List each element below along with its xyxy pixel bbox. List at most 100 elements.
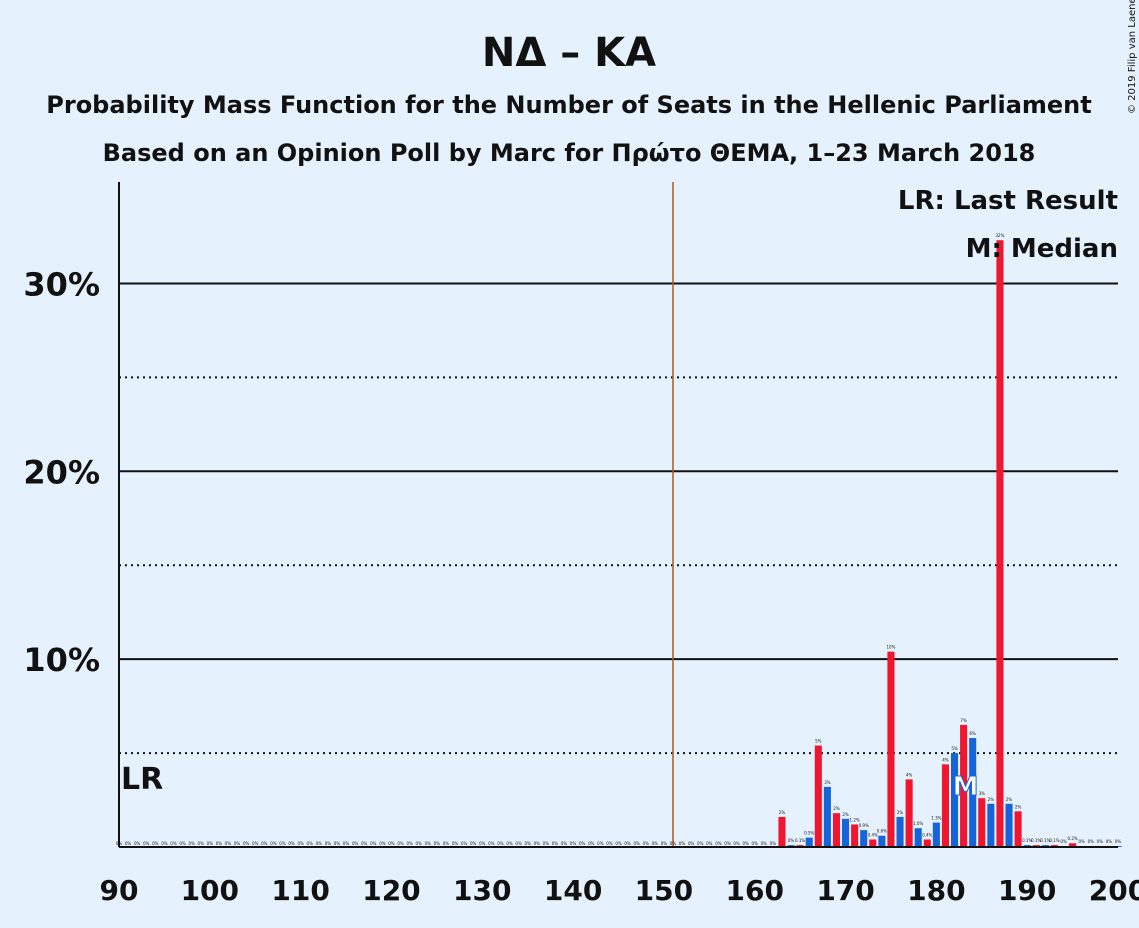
data-label-148: 0% bbox=[643, 841, 650, 846]
data-label-191: 0.1% bbox=[1031, 838, 1041, 843]
data-label-200: 0% bbox=[1115, 839, 1122, 844]
x-tick-label-130: 130 bbox=[453, 874, 511, 907]
bar-186 bbox=[987, 803, 995, 847]
data-label-166: 0.5% bbox=[804, 831, 814, 836]
data-label-111: 0% bbox=[307, 841, 314, 846]
data-label-132: 0% bbox=[497, 841, 504, 846]
bar-167 bbox=[814, 745, 822, 847]
data-label-139: 0% bbox=[561, 841, 568, 846]
x-tick-label-120: 120 bbox=[362, 874, 420, 907]
data-label-135: 0% bbox=[525, 841, 532, 846]
data-label-164: 0% bbox=[788, 838, 795, 843]
data-label-96: 0% bbox=[170, 841, 177, 846]
data-label-115: 0% bbox=[343, 841, 350, 846]
bar-178 bbox=[914, 828, 922, 847]
data-label-168: 3% bbox=[824, 780, 831, 785]
data-label-120: 0% bbox=[388, 841, 395, 846]
bar-195 bbox=[1069, 843, 1077, 847]
x-tick-label-150: 150 bbox=[635, 874, 693, 907]
copyright-text: © 2019 Filip van Laenen bbox=[1127, 0, 1138, 114]
data-label-95: 0% bbox=[161, 841, 168, 846]
bar-183 bbox=[960, 724, 968, 847]
bar-179 bbox=[923, 839, 931, 847]
data-label-102: 0% bbox=[225, 841, 232, 846]
data-label-98: 0% bbox=[188, 841, 195, 846]
data-label-119: 0% bbox=[379, 841, 386, 846]
data-label-163: 2% bbox=[779, 810, 786, 815]
y-tick-label-10: 10% bbox=[23, 641, 100, 679]
x-tick-label-170: 170 bbox=[816, 874, 874, 907]
data-label-104: 0% bbox=[243, 841, 250, 846]
bar-173 bbox=[869, 839, 877, 847]
data-label-144: 0% bbox=[606, 841, 613, 846]
bar-168 bbox=[823, 786, 831, 847]
data-label-151: 0% bbox=[670, 841, 677, 846]
data-label-169: 2% bbox=[833, 806, 840, 811]
data-label-94: 0% bbox=[152, 841, 159, 846]
data-label-198: 0% bbox=[1097, 839, 1104, 844]
data-label-183: 7% bbox=[960, 718, 967, 723]
y-tick-label-20: 20% bbox=[23, 453, 100, 491]
data-label-127: 0% bbox=[452, 841, 459, 846]
data-label-149: 0% bbox=[652, 841, 659, 846]
data-label-147: 0% bbox=[633, 841, 640, 846]
data-label-146: 0% bbox=[624, 841, 631, 846]
data-label-114: 0% bbox=[334, 841, 341, 846]
data-label-155: 0% bbox=[706, 841, 713, 846]
bar-181 bbox=[941, 764, 949, 847]
data-label-180: 1.3% bbox=[931, 816, 941, 821]
data-label-123: 0% bbox=[416, 841, 423, 846]
last-result-marker: LR bbox=[121, 762, 163, 797]
data-label-160: 0% bbox=[752, 841, 759, 846]
legend-median: M: Median bbox=[966, 234, 1118, 264]
data-label-199: 0% bbox=[1106, 839, 1113, 844]
data-label-105: 0% bbox=[252, 841, 259, 846]
data-label-125: 0% bbox=[434, 841, 441, 846]
data-label-131: 0% bbox=[488, 841, 495, 846]
data-label-143: 0% bbox=[597, 841, 604, 846]
data-label-156: 0% bbox=[715, 841, 722, 846]
data-label-189: 2% bbox=[1015, 804, 1022, 809]
data-label-171: 1.2% bbox=[850, 817, 860, 822]
data-label-182: 5% bbox=[951, 746, 958, 751]
data-label-192: 0.1% bbox=[1040, 838, 1050, 843]
data-label-196: 0% bbox=[1078, 839, 1085, 844]
data-label-150: 0% bbox=[661, 841, 668, 846]
data-label-133: 0% bbox=[506, 841, 513, 846]
bar-182 bbox=[950, 753, 959, 847]
data-label-186: 2% bbox=[988, 797, 995, 802]
bar-187 bbox=[996, 240, 1004, 847]
data-label-103: 0% bbox=[234, 841, 241, 846]
data-label-99: 0% bbox=[198, 841, 205, 846]
data-label-173: 0.4% bbox=[868, 832, 878, 837]
x-tick-label-90: 90 bbox=[100, 874, 139, 907]
x-tick-label-200: 200 bbox=[1089, 874, 1139, 907]
x-tick-label-180: 180 bbox=[907, 874, 965, 907]
data-label-92: 0% bbox=[134, 841, 141, 846]
data-label-167: 5% bbox=[815, 739, 822, 744]
y-tick-label-30: 30% bbox=[23, 265, 100, 303]
data-labels: 0% 0% 0% 0% 0% 0% 0% 0% 0% 0% 0% 0% 0% 0% 0% 0% 0% 0% 0% 0%… bbox=[116, 233, 1122, 846]
data-label-91: 0% bbox=[125, 841, 132, 846]
data-label-172: 0.9% bbox=[859, 823, 869, 828]
data-label-128: 0% bbox=[461, 841, 468, 846]
data-label-126: 0% bbox=[443, 841, 450, 846]
data-label-194: 0% bbox=[1060, 839, 1067, 844]
grid-lines: 10% 20% 30% bbox=[23, 182, 1118, 847]
data-label-134: 0% bbox=[515, 841, 522, 846]
data-label-106: 0% bbox=[261, 841, 268, 846]
data-label-137: 0% bbox=[543, 841, 550, 846]
bar-174 bbox=[878, 835, 886, 847]
data-label-195: 0.2% bbox=[1068, 836, 1078, 841]
x-tick-label-110: 110 bbox=[271, 874, 329, 907]
data-label-101: 0% bbox=[216, 841, 223, 846]
data-label-116: 0% bbox=[352, 841, 359, 846]
data-label-113: 0% bbox=[325, 841, 332, 846]
data-label-122: 0% bbox=[406, 841, 413, 846]
bar-175 bbox=[887, 651, 895, 847]
bar-184 bbox=[969, 738, 977, 847]
data-label-117: 0% bbox=[361, 841, 368, 846]
data-label-121: 0% bbox=[397, 841, 404, 846]
bar-170 bbox=[842, 818, 850, 847]
